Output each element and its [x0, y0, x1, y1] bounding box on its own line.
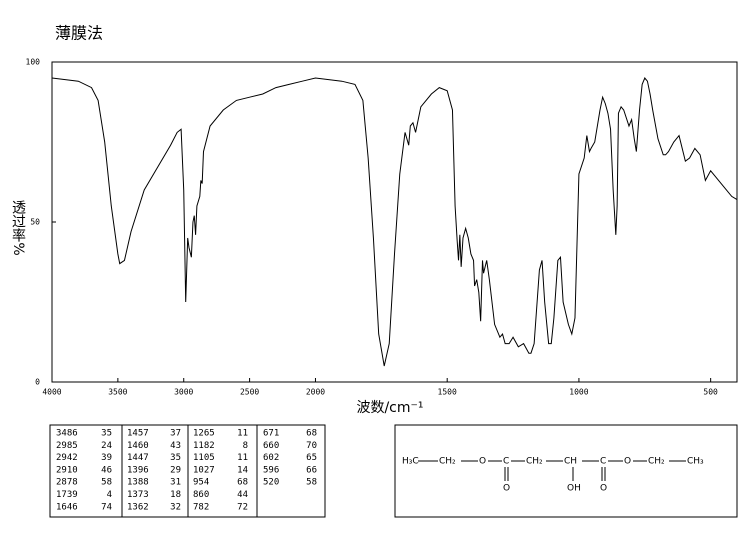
peak-transmittance: 72 [237, 502, 248, 512]
peak-transmittance: 24 [101, 441, 112, 451]
peak-wavenumber: 1265 [193, 429, 215, 439]
peak-wavenumber: 1182 [193, 441, 215, 451]
peak-wavenumber: 2878 [56, 478, 78, 488]
atom-label: O [479, 457, 486, 467]
peak-wavenumber: 1027 [193, 465, 215, 475]
y-tick-label: 100 [26, 58, 41, 67]
x-tick-label: 500 [703, 388, 718, 397]
peak-wavenumber: 1396 [127, 465, 149, 475]
peak-transmittance: 68 [306, 429, 317, 439]
peak-transmittance: 74 [101, 502, 112, 512]
peak-transmittance: 18 [170, 490, 181, 500]
peak-wavenumber: 1646 [56, 502, 78, 512]
peak-transmittance: 68 [237, 478, 248, 488]
peak-transmittance: 37 [170, 429, 181, 439]
peak-wavenumber: 860 [193, 490, 209, 500]
x-tick-label: 3500 [108, 388, 127, 397]
peak-transmittance: 65 [306, 453, 317, 463]
peak-wavenumber: 2985 [56, 441, 78, 451]
atom-label: OH [567, 484, 581, 494]
x-tick-label: 3000 [174, 388, 193, 397]
peak-transmittance: 35 [101, 429, 112, 439]
atom-label: CH [564, 457, 577, 467]
peak-transmittance: 11 [237, 429, 248, 439]
atom-label: C [503, 457, 509, 467]
peak-wavenumber: 2910 [56, 465, 78, 475]
x-tick-label: 2000 [306, 388, 325, 397]
peak-wavenumber: 782 [193, 502, 209, 512]
spectrum-line [51, 77, 738, 367]
peak-wavenumber: 954 [193, 478, 209, 488]
peak-transmittance: 8 [243, 441, 248, 451]
plot-frame [51, 61, 738, 383]
atom-label: O [624, 457, 631, 467]
peak-wavenumber: 1457 [127, 429, 149, 439]
peak-wavenumber: 1739 [56, 490, 78, 500]
peak-wavenumber: 1362 [127, 502, 149, 512]
peak-wavenumber: 3486 [56, 429, 78, 439]
peak-wavenumber: 1388 [127, 478, 149, 488]
peak-wavenumber: 1447 [127, 453, 149, 463]
x-tick-label: 4000 [42, 388, 61, 397]
peak-transmittance: 70 [306, 441, 317, 451]
x-tick-label: 1500 [438, 388, 457, 397]
peak-transmittance: 44 [237, 490, 248, 500]
atom-label: CH₂ [526, 457, 543, 467]
peak-transmittance: 31 [170, 478, 181, 488]
structure-frame [394, 424, 738, 518]
peak-wavenumber: 660 [263, 441, 279, 451]
peak-transmittance: 35 [170, 453, 181, 463]
atom-label: O [503, 484, 510, 494]
atom-label: H₃C [402, 457, 419, 467]
peak-wavenumber: 1373 [127, 490, 149, 500]
peak-wavenumber: 602 [263, 453, 279, 463]
atom-label: CH₂ [439, 457, 456, 467]
chart-title: 薄膜法 [55, 24, 103, 43]
atom-label: C [600, 457, 606, 467]
peak-transmittance: 46 [101, 465, 112, 475]
peak-transmittance: 66 [306, 465, 317, 475]
peak-transmittance: 14 [237, 465, 248, 475]
peak-transmittance: 4 [107, 490, 112, 500]
peak-wavenumber: 1460 [127, 441, 149, 451]
x-tick-label: 2500 [240, 388, 259, 397]
peak-transmittance: 58 [306, 478, 317, 488]
peak-wavenumber: 520 [263, 478, 279, 488]
peak-wavenumber: 596 [263, 465, 279, 475]
peak-transmittance: 43 [170, 441, 181, 451]
y-tick-label: 50 [30, 218, 40, 227]
x-tick-label: 1000 [569, 388, 588, 397]
peak-transmittance: 39 [101, 453, 112, 463]
y-axis-label: 透过率% [10, 200, 26, 255]
peak-transmittance: 32 [170, 502, 181, 512]
peak-transmittance: 58 [101, 478, 112, 488]
atom-label: O [600, 484, 607, 494]
atom-label: CH₂ [648, 457, 665, 467]
x-axis-label: 波数/cm⁻¹ [356, 400, 423, 416]
peak-wavenumber: 1105 [193, 453, 215, 463]
peak-transmittance: 11 [237, 453, 248, 463]
peak-transmittance: 29 [170, 465, 181, 475]
y-tick-label: 0 [35, 378, 40, 387]
bonds [418, 460, 686, 481]
atom-label: CH₃ [687, 457, 704, 467]
peak-wavenumber: 671 [263, 429, 279, 439]
peak-wavenumber: 2942 [56, 453, 78, 463]
